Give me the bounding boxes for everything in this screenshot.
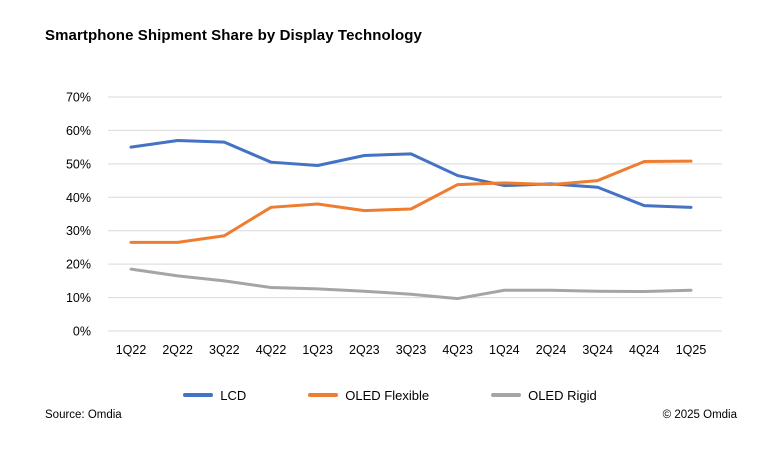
chart-legend: LCD OLED Flexible OLED Rigid xyxy=(0,385,780,405)
legend-marker-oled-rigid xyxy=(491,393,522,397)
legend-marker-oled-flexible xyxy=(308,393,339,397)
legend-item-lcd: LCD xyxy=(183,388,246,403)
x-axis-tick-label: 4Q23 xyxy=(442,343,473,357)
y-axis-tick-label: 20% xyxy=(66,258,91,272)
x-axis-tick-label: 4Q24 xyxy=(629,343,660,357)
legend-label-lcd: LCD xyxy=(220,387,247,403)
y-axis-tick-label: 60% xyxy=(66,124,91,138)
x-axis-tick-label: 1Q25 xyxy=(676,343,707,357)
series-line-oled-flexible xyxy=(129,159,693,244)
y-axis-tick-label: 40% xyxy=(66,191,91,205)
legend-label-oled-rigid: OLED Rigid xyxy=(528,387,597,403)
x-axis-tick-label: 4Q22 xyxy=(256,343,287,357)
x-axis-tick-label: 1Q22 xyxy=(116,343,147,357)
x-axis-tick-label: 3Q24 xyxy=(582,343,613,357)
legend-item-oled-flexible: OLED Flexible xyxy=(308,388,429,403)
x-axis-tick-label: 2Q22 xyxy=(162,343,193,357)
y-axis-tick-label: 70% xyxy=(66,91,91,105)
x-axis-tick-label: 2Q23 xyxy=(349,343,380,357)
legend-item-oled-rigid: OLED Rigid xyxy=(491,388,597,403)
y-axis-tick-label: 50% xyxy=(66,157,91,171)
x-axis-tick-label: 2Q24 xyxy=(536,343,567,357)
x-axis-tick-label: 1Q23 xyxy=(302,343,333,357)
y-axis-tick-label: 10% xyxy=(66,291,91,305)
series-line-oled-rigid xyxy=(129,267,693,301)
y-axis-tick-label: 0% xyxy=(73,325,91,339)
legend-label-oled-flexible: OLED Flexible xyxy=(345,387,430,403)
legend-marker-lcd xyxy=(183,393,214,397)
x-axis-tick-label: 1Q24 xyxy=(489,343,520,357)
copyright-note: © 2025 Omdia xyxy=(662,409,737,421)
series-line-lcd xyxy=(129,138,693,209)
x-axis-tick-label: 3Q23 xyxy=(396,343,427,357)
page-title: Smartphone Shipment Share by Display Tec… xyxy=(45,27,422,44)
source-note: Source: Omdia xyxy=(45,409,122,421)
y-axis-tick-label: 30% xyxy=(66,224,91,238)
x-axis-tick-label: 3Q22 xyxy=(209,343,240,357)
